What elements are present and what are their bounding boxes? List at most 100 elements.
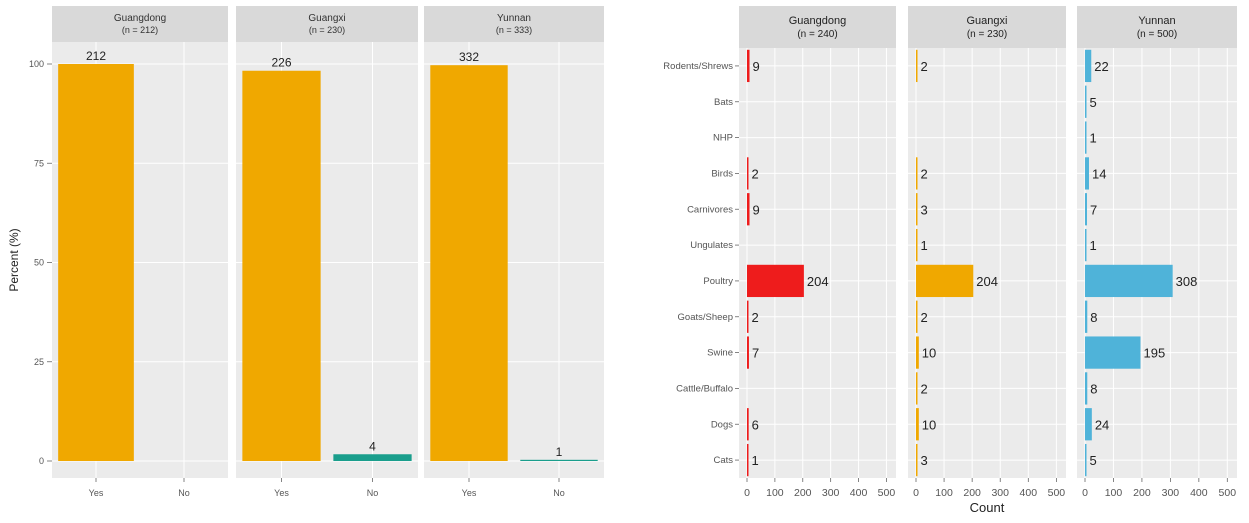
right-bar-data-label: 10 bbox=[922, 417, 936, 432]
right-panel-title: Guangxi bbox=[967, 15, 1008, 27]
right-bar-data-label: 1 bbox=[921, 238, 928, 253]
right-bar-data-label: 14 bbox=[1092, 166, 1106, 181]
left-y-tick-label: 25 bbox=[34, 357, 44, 367]
right-x-tick-label: 400 bbox=[850, 487, 868, 499]
right-panel-title: Yunnan bbox=[1138, 15, 1175, 27]
right-x-tick-label: 100 bbox=[935, 487, 953, 499]
right-panel-strip bbox=[908, 6, 1066, 48]
right-bar-data-label: 2 bbox=[921, 166, 928, 181]
right-x-tick-label: 500 bbox=[1048, 487, 1066, 499]
right-bar bbox=[1085, 443, 1087, 477]
right-bar-data-label: 204 bbox=[976, 274, 998, 289]
right-bar bbox=[1085, 121, 1087, 154]
right-panel-strip bbox=[1077, 6, 1237, 48]
right-bar bbox=[916, 336, 919, 369]
right-panel-background bbox=[739, 48, 896, 478]
right-bar bbox=[747, 408, 749, 441]
left-x-tick-label: No bbox=[553, 488, 565, 498]
right-x-axis-label: Count bbox=[970, 500, 1005, 515]
right-x-tick-label: 500 bbox=[1219, 487, 1237, 499]
right-bar bbox=[1085, 372, 1088, 405]
left-panel-subtitle: (n = 230) bbox=[309, 25, 345, 35]
right-x-tick-label: 300 bbox=[822, 487, 840, 499]
left-y-tick-label: 100 bbox=[29, 59, 44, 69]
left-y-tick-label: 75 bbox=[34, 158, 44, 168]
right-x-tick-label: 400 bbox=[1020, 487, 1038, 499]
left-panel-title: Yunnan bbox=[497, 13, 531, 24]
right-bar bbox=[747, 336, 749, 369]
right-bar-data-label: 3 bbox=[921, 453, 928, 468]
right-bar-data-label: 22 bbox=[1094, 59, 1108, 74]
right-bar bbox=[1085, 336, 1141, 369]
right-bar-data-label: 8 bbox=[1090, 310, 1097, 325]
right-bar bbox=[1085, 264, 1173, 298]
right-category-label: Rodents/Shrews bbox=[663, 61, 733, 72]
right-bar bbox=[916, 264, 974, 298]
right-category-label: Dogs bbox=[711, 419, 733, 430]
right-bar bbox=[916, 228, 918, 262]
right-x-tick-label: 200 bbox=[794, 487, 812, 499]
left-y-tick-label: 50 bbox=[34, 258, 44, 268]
right-bar bbox=[747, 443, 749, 477]
right-bar bbox=[1085, 193, 1087, 226]
right-bar-data-label: 7 bbox=[752, 346, 759, 361]
right-bar bbox=[1085, 300, 1088, 333]
right-x-tick-label: 400 bbox=[1190, 487, 1208, 499]
left-panel-subtitle: (n = 333) bbox=[496, 25, 532, 35]
left-bar-yes bbox=[430, 65, 508, 461]
left-bar-yes bbox=[58, 64, 134, 461]
right-bar bbox=[916, 300, 918, 333]
right-bar bbox=[916, 193, 918, 226]
right-category-label: Poultry bbox=[703, 276, 733, 287]
right-category-label: Cats bbox=[713, 455, 733, 466]
right-category-label: Birds bbox=[711, 168, 733, 179]
left-panel-title: Guangdong bbox=[114, 13, 166, 24]
right-category-label: Goats/Sheep bbox=[678, 312, 733, 323]
right-bar-data-label: 1 bbox=[1090, 131, 1097, 146]
right-bar bbox=[1085, 49, 1092, 83]
right-panel-background bbox=[1077, 48, 1237, 478]
left-y-tick-label: 0 bbox=[39, 456, 44, 466]
right-bar bbox=[916, 157, 918, 190]
right-bar-data-label: 2 bbox=[921, 381, 928, 396]
right-bar-data-label: 24 bbox=[1095, 417, 1109, 432]
right-bar bbox=[1085, 228, 1087, 262]
right-x-tick-label: 300 bbox=[1162, 487, 1180, 499]
right-category-label: Ungulates bbox=[690, 240, 733, 251]
left-x-tick-label: Yes bbox=[274, 488, 289, 498]
right-panel-background bbox=[908, 48, 1066, 478]
left-bar-data-label: 1 bbox=[556, 445, 563, 459]
right-panel-subtitle: (n = 500) bbox=[1137, 29, 1177, 40]
right-bar-data-label: 8 bbox=[1090, 381, 1097, 396]
right-bar-data-label: 9 bbox=[753, 202, 760, 217]
right-x-tick-label: 300 bbox=[991, 487, 1009, 499]
left-panel-strip bbox=[236, 6, 418, 42]
right-bar-data-label: 9 bbox=[753, 59, 760, 74]
right-bar bbox=[747, 49, 750, 83]
right-x-tick-label: 500 bbox=[878, 487, 896, 499]
right-panel-title: Guangdong bbox=[789, 15, 847, 27]
right-bar bbox=[747, 157, 749, 190]
left-panel-strip bbox=[424, 6, 604, 42]
left-x-tick-label: No bbox=[367, 488, 379, 498]
left-bar-data-label: 226 bbox=[271, 56, 291, 70]
right-bar-data-label: 5 bbox=[1090, 453, 1097, 468]
right-bar bbox=[1085, 157, 1089, 190]
right-x-tick-label: 200 bbox=[963, 487, 981, 499]
left-x-tick-label: Yes bbox=[462, 488, 477, 498]
left-bar-no bbox=[333, 454, 412, 461]
right-x-tick-label: 100 bbox=[766, 487, 784, 499]
right-category-label: Carnivores bbox=[687, 204, 733, 215]
right-bar bbox=[916, 408, 919, 441]
left-panel-title: Guangxi bbox=[308, 13, 345, 24]
right-bar bbox=[1085, 408, 1092, 441]
left-bar-data-label: 332 bbox=[459, 50, 479, 64]
left-bar-no bbox=[520, 459, 598, 461]
right-bar-data-label: 2 bbox=[921, 59, 928, 74]
right-category-label: Bats bbox=[714, 97, 733, 108]
right-bar-data-label: 3 bbox=[921, 202, 928, 217]
left-y-axis-label: Percent (%) bbox=[7, 228, 21, 291]
left-bar-data-label: 4 bbox=[369, 439, 376, 453]
